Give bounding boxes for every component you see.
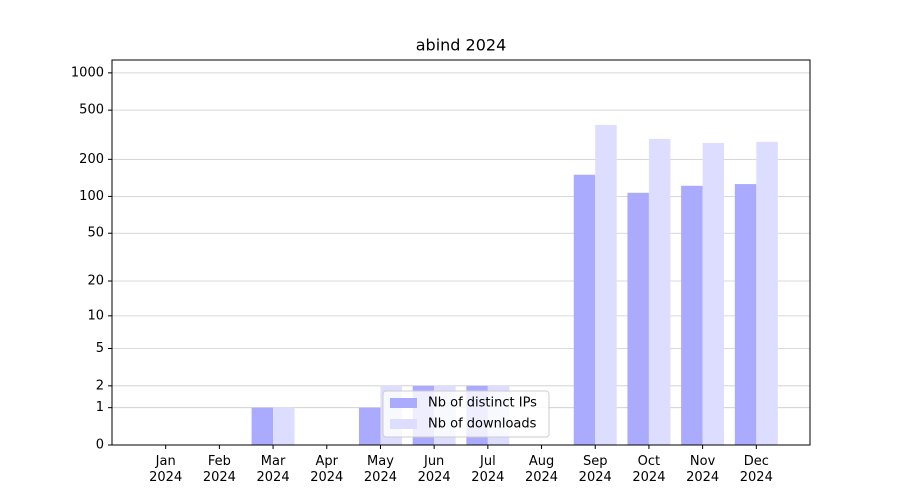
bar <box>627 192 649 445</box>
y-tick-label: 1000 <box>71 65 104 80</box>
y-tick-label: 1 <box>96 400 104 415</box>
x-tick-label: May 2024 <box>364 454 397 485</box>
x-tick-label: Oct 2024 <box>632 454 665 485</box>
legend-label: Nb of distinct IPs <box>428 396 537 411</box>
bar <box>358 407 381 445</box>
bar <box>595 124 617 446</box>
x-tick-label: Aug 2024 <box>525 454 558 485</box>
bar <box>756 141 778 445</box>
legend-swatch <box>390 419 417 429</box>
x-tick-label: Jun 2024 <box>418 454 451 485</box>
x-tick-label: Nov 2024 <box>686 454 719 485</box>
bar <box>702 143 725 445</box>
legend-box <box>382 390 550 438</box>
y-tick-label: 20 <box>87 274 104 289</box>
x-tick-label: Jul 2024 <box>471 454 504 485</box>
y-tick-label: 0 <box>96 438 104 453</box>
y-tick-label: 100 <box>79 189 104 204</box>
x-tick-label: Jan 2024 <box>149 454 182 485</box>
x-tick-label: Dec 2024 <box>740 454 773 485</box>
legend-swatch <box>390 398 417 408</box>
y-tick-label: 500 <box>79 103 104 118</box>
bar <box>648 138 671 446</box>
chart-title: abind 2024 <box>416 36 507 55</box>
y-tick-label: 5 <box>96 341 104 356</box>
y-tick-label: 2 <box>96 378 104 393</box>
x-tick-label: Feb 2024 <box>203 454 236 485</box>
y-tick-label: 10 <box>87 308 104 323</box>
y-tick-label: 50 <box>87 226 104 241</box>
y-tick-label: 200 <box>79 152 104 167</box>
bar <box>681 185 703 446</box>
bar <box>273 407 295 445</box>
bar <box>251 407 274 445</box>
x-tick-label: Mar 2024 <box>257 454 290 485</box>
plot-frame <box>111 59 811 446</box>
bar <box>734 184 757 446</box>
x-tick-label: Sep 2024 <box>579 454 612 485</box>
bar <box>573 174 596 445</box>
x-tick-label: Apr 2024 <box>310 454 343 485</box>
legend-label: Nb of downloads <box>428 417 537 432</box>
